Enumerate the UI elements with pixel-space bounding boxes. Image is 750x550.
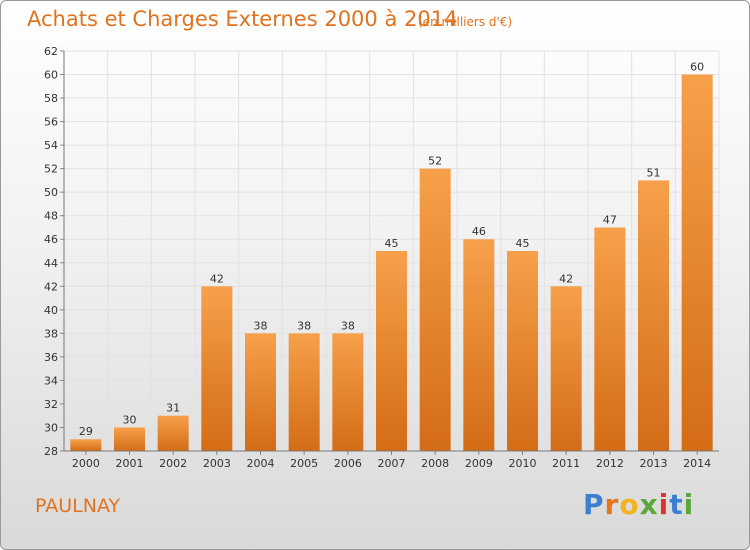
bar-2002 <box>157 415 189 451</box>
data-label: 51 <box>647 166 661 179</box>
data-label: 42 <box>210 272 224 285</box>
y-tick-label: 40 <box>44 304 58 317</box>
logo-letter: i <box>683 488 695 521</box>
x-tick-label: 2006 <box>334 457 362 470</box>
bar-2007 <box>376 251 407 451</box>
bar-2009 <box>463 239 495 451</box>
y-tick-label: 54 <box>44 139 58 152</box>
y-tick-label: 44 <box>44 257 58 270</box>
y-tick-label: 50 <box>44 186 58 199</box>
data-label: 29 <box>79 425 93 438</box>
data-label: 38 <box>341 319 355 332</box>
bar-2005 <box>288 333 320 451</box>
x-tick-label: 2005 <box>290 457 318 470</box>
y-tick-label: 30 <box>44 421 58 434</box>
bar-2006 <box>332 333 364 451</box>
y-tick-label: 28 <box>44 445 58 458</box>
data-label: 60 <box>690 61 704 74</box>
x-tick-label: 2012 <box>596 457 624 470</box>
y-tick-label: 34 <box>44 374 58 387</box>
axis-layer: 28 30 32 34 36 38 40 42 44 46 48 50 52 54 56 58 60 62 2000… <box>44 45 719 470</box>
chart-subtitle: (en milliers d'€) <box>418 15 513 29</box>
x-tick-label: 2007 <box>378 457 406 470</box>
y-tick-label: 32 <box>44 398 58 411</box>
y-tick-label: 56 <box>44 116 58 129</box>
y-tick-label: 58 <box>44 92 58 105</box>
x-tick-label: 2002 <box>159 457 187 470</box>
logo-letter: i <box>658 488 670 521</box>
y-tick-label: 52 <box>44 163 58 176</box>
data-label: 42 <box>559 272 573 285</box>
y-tick-label: 62 <box>44 45 58 58</box>
logo-letter: r <box>604 488 620 521</box>
chart-title: Achats et Charges Externes 2000 à 2014 <box>27 7 458 31</box>
y-tick-label: 46 <box>44 233 58 246</box>
x-tick-label: 2008 <box>421 457 449 470</box>
y-tick-label: 42 <box>44 280 58 293</box>
data-label: 31 <box>166 402 180 415</box>
bar-2014 <box>681 74 713 451</box>
data-label: 38 <box>297 319 311 332</box>
x-tick-label: 2011 <box>552 457 580 470</box>
data-label: 47 <box>603 213 617 226</box>
bar-2011 <box>550 286 582 451</box>
x-tick-label: 2013 <box>640 457 668 470</box>
bar-2008 <box>419 168 451 451</box>
logo-letter: o <box>619 488 640 521</box>
proxiti-logo: Proxiti <box>583 488 694 521</box>
y-tick-label: 60 <box>44 69 58 82</box>
data-label: 46 <box>472 225 486 238</box>
x-tick-label: 2001 <box>116 457 144 470</box>
bar-2004 <box>245 333 276 451</box>
x-tick-label: 2014 <box>683 457 711 470</box>
data-label: 45 <box>385 237 399 250</box>
data-label: 38 <box>254 319 268 332</box>
bar-2010 <box>507 251 538 451</box>
y-tick-label: 48 <box>44 210 58 223</box>
data-label: 30 <box>123 413 137 426</box>
logo-letter: x <box>639 488 659 521</box>
x-tick-label: 2010 <box>509 457 537 470</box>
location-label: PAULNAY <box>35 495 121 517</box>
bar-2000 <box>70 439 102 451</box>
x-tick-label: 2009 <box>465 457 493 470</box>
logo-letter: t <box>669 488 684 521</box>
data-label: 52 <box>428 155 442 168</box>
bar-2001 <box>114 427 145 451</box>
y-tick-label: 38 <box>44 327 58 340</box>
data-label: 45 <box>516 237 530 250</box>
bar-2013 <box>638 180 669 452</box>
x-tick-label: 2003 <box>203 457 231 470</box>
x-tick-label: 2004 <box>247 457 275 470</box>
x-tick-label: 2000 <box>72 457 100 470</box>
bars-layer: 29 30 31 42 38 38 38 45 52 46 45 42 47 51 60 <box>70 61 713 452</box>
bar-2012 <box>594 227 626 451</box>
y-tick-label: 36 <box>44 351 58 364</box>
bar-2003 <box>201 286 233 451</box>
logo-letter: P <box>583 488 605 521</box>
